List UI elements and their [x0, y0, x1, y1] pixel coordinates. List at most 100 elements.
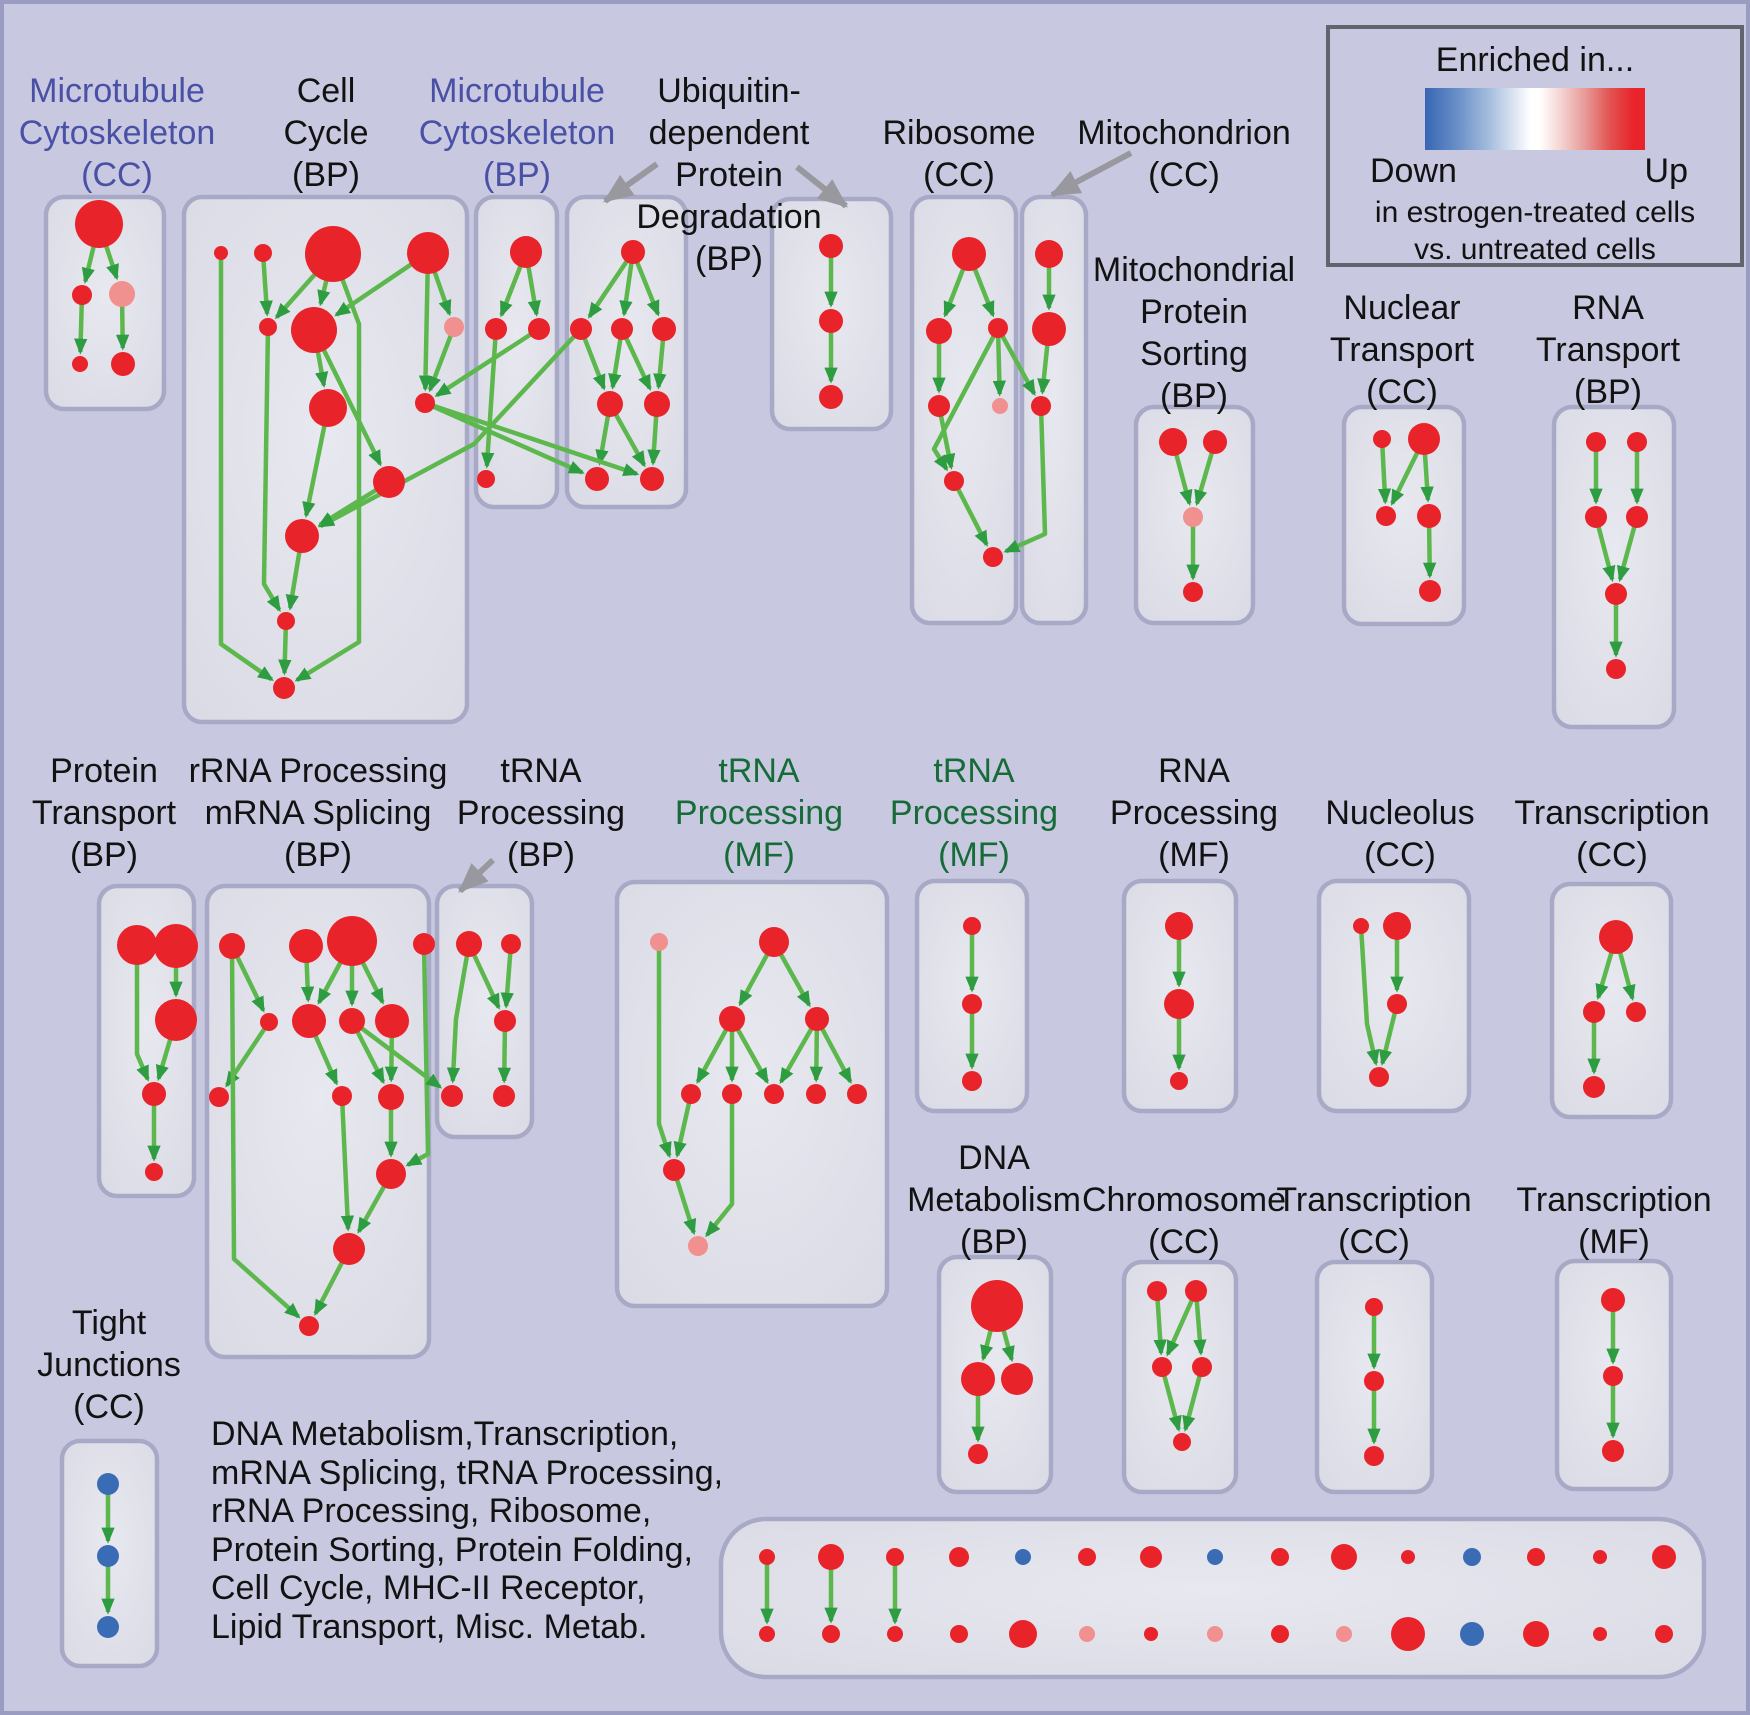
go-term-node — [1173, 1433, 1191, 1451]
go-term-node — [72, 356, 88, 372]
go-term-node — [299, 1316, 319, 1336]
edge — [424, 400, 640, 477]
go-term-node — [1369, 1067, 1389, 1087]
go-term-node — [1605, 583, 1627, 605]
go-term-node — [950, 1625, 968, 1643]
go-term-node — [640, 467, 664, 491]
go-term-node — [1159, 428, 1187, 456]
go-term-node — [456, 931, 482, 957]
go-term-node — [926, 318, 952, 344]
go-term-node — [1183, 507, 1203, 527]
go-term-node — [309, 389, 347, 427]
go-term-node — [441, 1085, 463, 1107]
edge — [405, 943, 431, 1167]
go-term-node — [764, 1084, 784, 1104]
go-term-node — [109, 281, 135, 307]
go-term-node — [681, 1084, 701, 1104]
edge — [1377, 438, 1392, 505]
go-term-node — [1165, 912, 1193, 940]
cluster-label-transcription-cc-mid: Transcription (CC) — [1514, 794, 1710, 874]
go-term-node — [1655, 1625, 1673, 1643]
go-term-node — [570, 318, 592, 340]
edge — [1153, 1290, 1167, 1356]
edge — [705, 1094, 735, 1238]
legend-box: Enriched in... Down Up in estrogen-treat… — [1326, 25, 1744, 267]
cluster-label-rna-processing-mf: RNA Processing (MF) — [1109, 752, 1279, 874]
go-term-node — [962, 994, 982, 1014]
go-term-node — [1353, 918, 1369, 934]
go-term-node — [650, 933, 668, 951]
go-term-node — [254, 244, 272, 262]
go-term-node — [1364, 1446, 1384, 1466]
go-term-node — [1203, 430, 1227, 454]
go-term-node — [1207, 1626, 1223, 1642]
go-term-node — [407, 232, 449, 274]
go-term-node — [528, 318, 550, 340]
cluster-label-trna-processing-mf-small: tRNA Processing (MF) — [889, 752, 1059, 874]
cluster-box-rna-transport-bp — [1551, 404, 1677, 730]
legend-gradient-bar — [1425, 88, 1645, 150]
go-term-node — [1383, 912, 1411, 940]
go-term-node — [611, 318, 633, 340]
go-term-node — [971, 1280, 1023, 1332]
legend-title: Enriched in... — [1435, 41, 1635, 79]
cluster-label-tight-junctions-cc: Tight Junctions (CC) — [37, 1304, 181, 1426]
go-term-node — [1271, 1548, 1289, 1566]
legend-subtitle-1: in estrogen-treated cells — [1374, 196, 1696, 229]
go-term-node — [494, 1010, 516, 1032]
legend-subtitle-2: vs. untreated cells — [1414, 233, 1656, 266]
edge — [602, 161, 659, 204]
edge — [339, 1095, 355, 1232]
cluster-label-chromosome-cc: Chromosome (CC) — [1081, 1181, 1287, 1261]
edge — [931, 326, 1000, 472]
go-term-node — [97, 1473, 119, 1495]
cluster-label-protein-transport-bp: Protein Transport (BP) — [31, 752, 177, 874]
go-term-node — [968, 1444, 988, 1464]
go-term-node — [819, 309, 843, 333]
misc-line: DNA Metabolism,Transcription, — [211, 1415, 679, 1453]
go-term-node — [688, 1236, 708, 1256]
edge — [1003, 405, 1048, 554]
go-term-node — [444, 317, 464, 337]
edge — [1049, 150, 1133, 198]
go-term-node — [332, 1086, 352, 1106]
legend-down-label: Down — [1370, 152, 1457, 190]
cluster-box-cell-cycle-bp — [181, 194, 470, 725]
go-term-node — [1387, 994, 1407, 1014]
edge — [427, 326, 457, 393]
misc-line: mRNA Splicing, tRNA Processing, — [211, 1453, 724, 1492]
edge — [318, 327, 583, 529]
go-term-node — [1401, 1550, 1415, 1564]
go-term-node — [1602, 1440, 1624, 1462]
go-term-node — [1408, 423, 1440, 455]
go-term-node — [1606, 659, 1626, 679]
go-term-node — [1164, 989, 1194, 1019]
go-term-node — [259, 318, 277, 336]
go-term-node — [277, 612, 295, 630]
edge — [500, 943, 514, 1009]
go-term-node — [1417, 504, 1441, 528]
edge — [992, 327, 1007, 397]
go-term-node — [818, 1544, 844, 1570]
go-term-node — [597, 391, 623, 417]
misc-line: Lipid Transport, Misc. Metab. — [211, 1607, 648, 1646]
go-term-node — [375, 1004, 409, 1038]
edge — [218, 253, 274, 682]
go-term-node — [1078, 1548, 1096, 1566]
edge — [795, 164, 848, 209]
go-term-node — [847, 1084, 867, 1104]
go-term-node — [111, 352, 135, 376]
go-term-node — [585, 467, 609, 491]
edge — [587, 250, 635, 319]
cluster-label-mitochondrial-protein-sorting-bp: Mitochondrial Protein Sorting (BP) — [1092, 251, 1296, 415]
go-term-node — [1603, 1366, 1623, 1386]
go-term-node — [289, 929, 323, 963]
legend-up-label: Up — [1644, 152, 1688, 190]
go-term-node — [992, 398, 1008, 414]
edge — [434, 327, 541, 398]
cluster-label-nuclear-transport-cc: Nuclear Transport (CC) — [1329, 289, 1475, 411]
go-term-node — [1626, 506, 1648, 528]
go-term-node — [1463, 1548, 1481, 1566]
go-term-node — [1336, 1626, 1352, 1642]
